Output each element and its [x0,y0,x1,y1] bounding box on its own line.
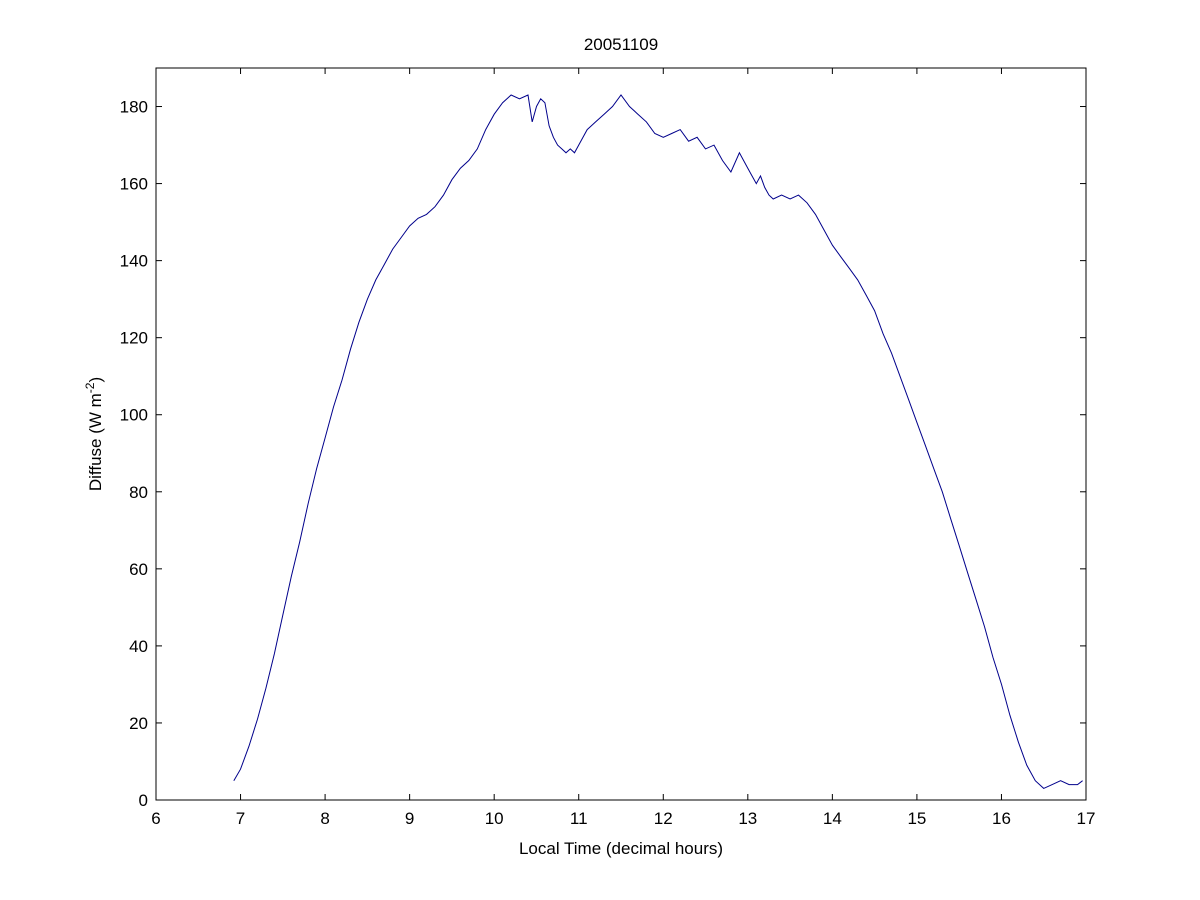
y-axis-label-suffix: ) [86,377,105,383]
y-tick-label: 20 [129,714,148,733]
y-tick-label: 160 [120,175,148,194]
y-axis-label-prefix: Diffuse (W m [86,393,105,491]
x-tick-label: 8 [320,809,329,828]
x-tick-label: 12 [654,809,673,828]
y-tick-label: 100 [120,406,148,425]
chart-title: 20051109 [584,35,658,54]
plot-area [156,68,1086,800]
x-tick-label: 6 [151,809,160,828]
x-tick-label: 16 [992,809,1011,828]
y-axis-label: Diffuse (W m-2) [83,377,105,491]
x-tick-label: 15 [907,809,926,828]
y-tick-label: 180 [120,98,148,117]
y-tick-label: 140 [120,252,148,271]
y-tick-label: 0 [139,791,148,810]
x-tick-label: 9 [405,809,414,828]
plot-frame [155,67,1087,801]
x-axis-label: Local Time (decimal hours) [519,839,723,858]
x-tick-label: 14 [823,809,842,828]
y-tick-label: 80 [129,483,148,502]
y-tick-label: 120 [120,329,148,348]
y-axis-ticks: 0 20 40 60 80 100 120 140 160 180 [120,98,1086,810]
x-tick-label: 13 [738,809,757,828]
y-tick-label: 40 [129,637,148,656]
x-tick-label: 10 [485,809,504,828]
series-line [233,94,1083,789]
x-tick-label: 7 [236,809,245,828]
y-tick-label: 60 [129,560,148,579]
x-tick-label: 17 [1077,809,1096,828]
y-axis-label-superscript: -2 [83,382,97,393]
x-axis-ticks: 6 7 8 9 10 11 12 13 14 15 16 17 [151,68,1095,828]
x-tick-label: 11 [570,809,588,828]
